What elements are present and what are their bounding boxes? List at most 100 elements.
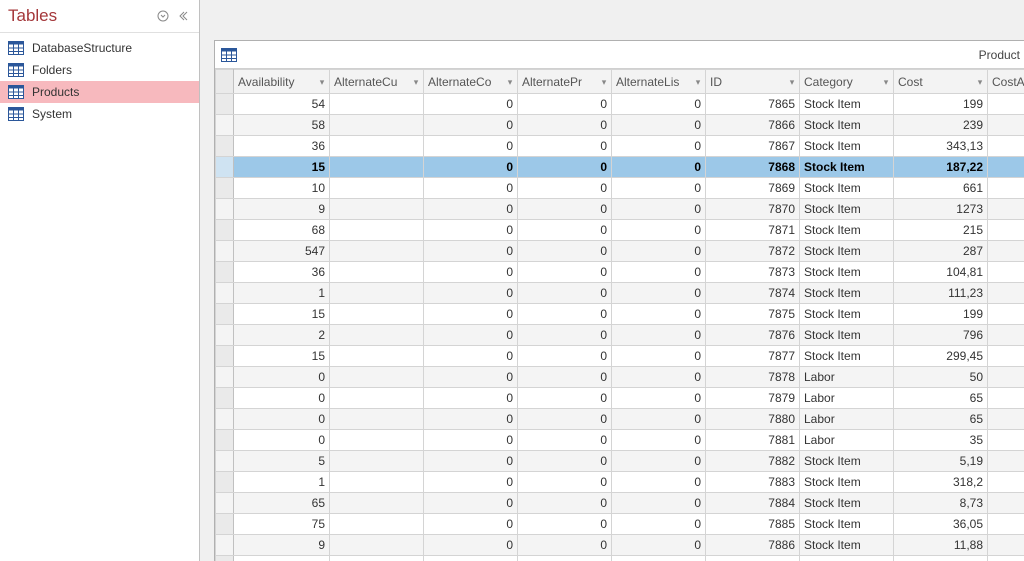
table-row[interactable]: 650007884Stock Item8,73 bbox=[216, 493, 1024, 514]
cell[interactable]: 0 bbox=[234, 430, 330, 451]
cell[interactable]: 0 bbox=[424, 115, 518, 136]
column-dropdown-icon[interactable]: ▾ bbox=[317, 77, 327, 87]
cell[interactable]: 0 bbox=[518, 430, 612, 451]
cell[interactable]: 239 bbox=[894, 115, 988, 136]
row-selector[interactable] bbox=[216, 199, 234, 220]
cell[interactable]: Stock Item bbox=[800, 304, 894, 325]
cell[interactable]: 547 bbox=[234, 241, 330, 262]
cell[interactable]: 36,05 bbox=[894, 514, 988, 535]
table-row[interactable]: 680007871Stock Item215 bbox=[216, 220, 1024, 241]
cell[interactable]: 0 bbox=[424, 178, 518, 199]
cell[interactable]: Stock Item bbox=[800, 241, 894, 262]
cell[interactable]: 58 bbox=[234, 115, 330, 136]
cell[interactable]: 0 bbox=[424, 514, 518, 535]
cell[interactable] bbox=[330, 409, 424, 430]
sidebar-item-folders[interactable]: Folders bbox=[0, 59, 199, 81]
cell[interactable] bbox=[988, 535, 1024, 556]
cell[interactable]: Stock Item bbox=[800, 220, 894, 241]
cell[interactable]: Stock Item bbox=[800, 556, 894, 561]
cell[interactable]: 0 bbox=[612, 409, 706, 430]
column-header[interactable]: CostA▾ bbox=[988, 70, 1024, 94]
cell[interactable]: 15 bbox=[234, 157, 330, 178]
cell[interactable]: Stock Item bbox=[800, 199, 894, 220]
cell[interactable]: 0 bbox=[612, 325, 706, 346]
column-header[interactable]: AlternateCu▾ bbox=[330, 70, 424, 94]
cell[interactable]: 0 bbox=[424, 556, 518, 561]
cell[interactable]: 0 bbox=[518, 367, 612, 388]
row-selector[interactable] bbox=[216, 157, 234, 178]
cell[interactable]: 215 bbox=[894, 220, 988, 241]
cell[interactable]: 0 bbox=[612, 346, 706, 367]
cell[interactable]: 0 bbox=[518, 136, 612, 157]
cell[interactable]: Stock Item bbox=[800, 283, 894, 304]
row-selector[interactable] bbox=[216, 472, 234, 493]
cell[interactable]: 0 bbox=[612, 430, 706, 451]
cell[interactable]: 0 bbox=[518, 325, 612, 346]
cell[interactable] bbox=[330, 220, 424, 241]
cell[interactable] bbox=[330, 241, 424, 262]
cell[interactable] bbox=[988, 220, 1024, 241]
table-row[interactable]: 540007865Stock Item199 bbox=[216, 94, 1024, 115]
cell[interactable]: 0 bbox=[424, 472, 518, 493]
row-selector[interactable] bbox=[216, 178, 234, 199]
column-header[interactable]: Availability▾ bbox=[234, 70, 330, 94]
cell[interactable]: Stock Item bbox=[800, 178, 894, 199]
row-selector[interactable] bbox=[216, 409, 234, 430]
cell[interactable]: 15 bbox=[234, 304, 330, 325]
cell[interactable]: 75 bbox=[234, 556, 330, 561]
cell[interactable]: 0 bbox=[518, 220, 612, 241]
cell[interactable] bbox=[988, 430, 1024, 451]
cell[interactable]: 0 bbox=[612, 514, 706, 535]
cell[interactable] bbox=[330, 178, 424, 199]
cell[interactable]: 7886 bbox=[706, 535, 800, 556]
cell[interactable]: 0 bbox=[518, 535, 612, 556]
row-selector[interactable] bbox=[216, 220, 234, 241]
cell[interactable]: 1 bbox=[234, 472, 330, 493]
cell[interactable]: 0 bbox=[234, 409, 330, 430]
table-row[interactable]: 750007887Stock Item9 bbox=[216, 556, 1024, 561]
cell[interactable]: 287 bbox=[894, 241, 988, 262]
cell[interactable]: 0 bbox=[612, 241, 706, 262]
cell[interactable] bbox=[988, 367, 1024, 388]
cell[interactable]: 0 bbox=[518, 94, 612, 115]
table-row[interactable]: 00007880Labor65 bbox=[216, 409, 1024, 430]
cell[interactable]: 0 bbox=[518, 262, 612, 283]
cell[interactable]: 7885 bbox=[706, 514, 800, 535]
cell[interactable]: 0 bbox=[424, 136, 518, 157]
cell[interactable] bbox=[330, 262, 424, 283]
cell[interactable]: 0 bbox=[424, 388, 518, 409]
table-row[interactable]: 360007873Stock Item104,81 bbox=[216, 262, 1024, 283]
cell[interactable]: 10 bbox=[234, 178, 330, 199]
cell[interactable]: 54 bbox=[234, 94, 330, 115]
cell[interactable]: 0 bbox=[518, 556, 612, 561]
cell[interactable]: 7874 bbox=[706, 283, 800, 304]
cell[interactable]: Stock Item bbox=[800, 451, 894, 472]
cell[interactable]: 0 bbox=[424, 262, 518, 283]
cell[interactable] bbox=[330, 199, 424, 220]
column-dropdown-icon[interactable]: ▾ bbox=[881, 77, 891, 87]
cell[interactable]: 104,81 bbox=[894, 262, 988, 283]
cell[interactable] bbox=[330, 157, 424, 178]
cell[interactable]: 7877 bbox=[706, 346, 800, 367]
row-selector[interactable] bbox=[216, 535, 234, 556]
cell[interactable]: Stock Item bbox=[800, 262, 894, 283]
cell[interactable]: 0 bbox=[612, 367, 706, 388]
table-row[interactable]: 00007878Labor50 bbox=[216, 367, 1024, 388]
column-dropdown-icon[interactable]: ▾ bbox=[975, 77, 985, 87]
cell[interactable]: 0 bbox=[518, 157, 612, 178]
cell[interactable]: 111,23 bbox=[894, 283, 988, 304]
cell[interactable]: 7872 bbox=[706, 241, 800, 262]
cell[interactable]: 36 bbox=[234, 136, 330, 157]
column-dropdown-icon[interactable]: ▾ bbox=[787, 77, 797, 87]
cell[interactable] bbox=[988, 178, 1024, 199]
cell[interactable]: 11,88 bbox=[894, 535, 988, 556]
cell[interactable]: 0 bbox=[518, 451, 612, 472]
table-row[interactable]: 20007876Stock Item796 bbox=[216, 325, 1024, 346]
cell[interactable] bbox=[330, 430, 424, 451]
cell[interactable] bbox=[330, 388, 424, 409]
cell[interactable]: 661 bbox=[894, 178, 988, 199]
cell[interactable]: 0 bbox=[612, 388, 706, 409]
cell[interactable]: 0 bbox=[612, 472, 706, 493]
row-selector[interactable] bbox=[216, 430, 234, 451]
cell[interactable]: 0 bbox=[518, 241, 612, 262]
